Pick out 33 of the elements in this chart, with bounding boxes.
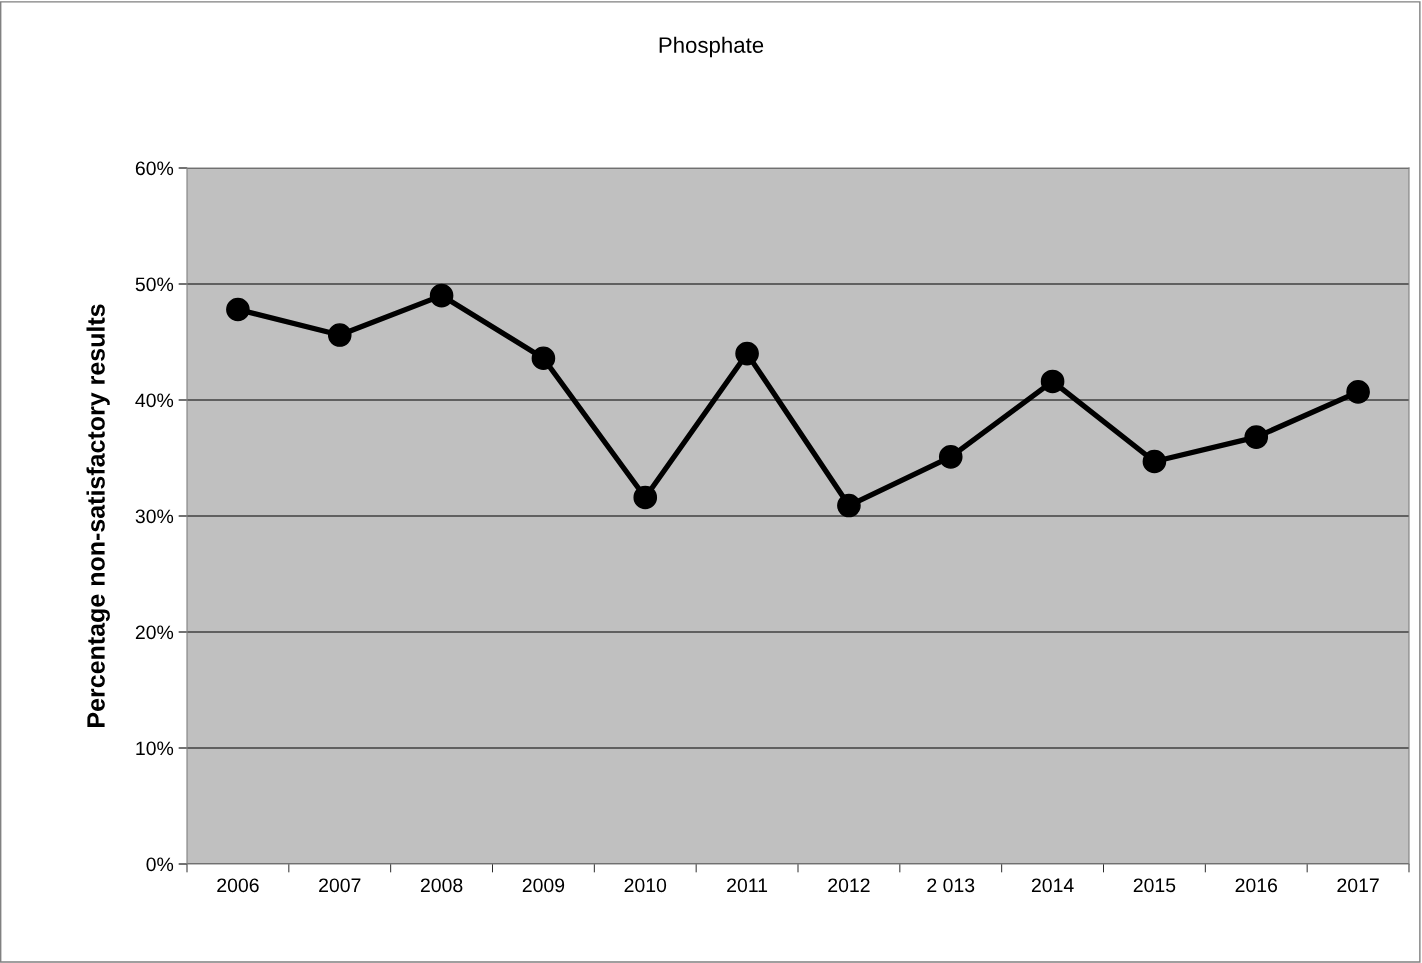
x-tick-label: 2015: [1133, 878, 1176, 893]
point: [1040, 369, 1065, 394]
point: [1142, 449, 1167, 474]
x-tick-label: 2011: [727, 878, 768, 893]
point: [938, 445, 963, 469]
y-tick-label: 30%: [135, 509, 174, 524]
chart-title: Phosphate: [659, 36, 764, 58]
y-tick-label: 20%: [135, 625, 174, 640]
point: [1244, 425, 1269, 449]
y-axis-title: Percentage non-satisfactory results: [86, 304, 110, 727]
x-tick-label: 2007: [319, 878, 361, 893]
x-tick-label: 2016: [1235, 878, 1278, 893]
point: [429, 283, 454, 308]
y-tick-label: 40%: [135, 393, 174, 408]
y-tick-label: 50%: [135, 277, 174, 292]
point: [837, 493, 861, 518]
x-tick-label: 2012: [828, 878, 870, 893]
y-tick-label: 10%: [136, 741, 174, 756]
point: [226, 297, 250, 322]
x-tick-label: 2010: [624, 878, 667, 893]
point: [735, 341, 759, 366]
x-tick-label: 2017: [1337, 878, 1379, 893]
point: [327, 323, 352, 347]
x-tick-label: 2 013: [927, 878, 975, 893]
x-tick-label: 2008: [420, 878, 463, 893]
x-tick-label: 2009: [522, 878, 565, 893]
y-tick-label: 60%: [135, 161, 174, 176]
point: [1346, 380, 1370, 404]
point: [633, 485, 658, 510]
x-tick-label: 2014: [1031, 878, 1074, 893]
y-tick-label: 0%: [146, 857, 174, 872]
x-tick-label: 2006: [217, 878, 259, 893]
point: [531, 346, 556, 371]
